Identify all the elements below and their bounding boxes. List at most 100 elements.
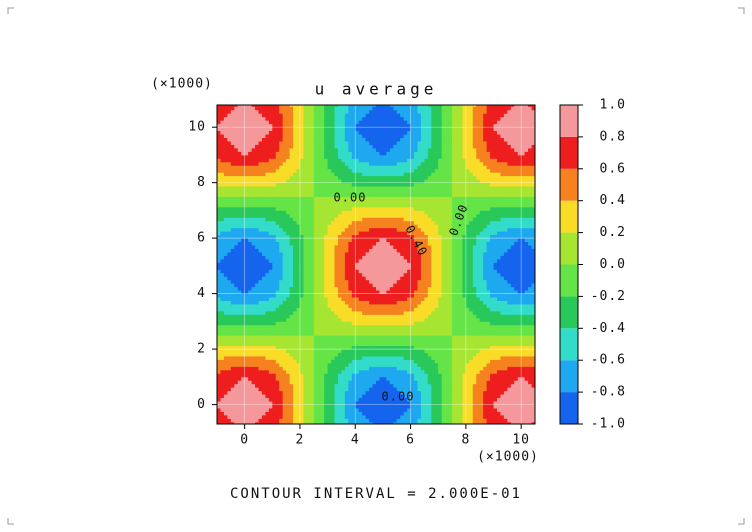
contour-cell [424,408,429,412]
contour-cell [452,418,456,423]
contour-cell [379,356,384,360]
contour-cell [382,404,387,409]
contour-cell [265,418,270,423]
contour-cell [327,307,332,312]
contour-cell [389,390,394,395]
contour-cell [244,383,249,388]
contour-cell [410,317,415,322]
contour-cell [535,377,539,381]
contour-cell [255,248,259,253]
contour-cell [531,307,535,312]
contour-cell [376,317,380,322]
contour-cell [438,272,443,277]
contour-cell [286,383,290,388]
contour-cell [262,429,266,433]
contour-cell [414,349,418,353]
contour-cell [486,297,491,301]
contour-cell [261,293,266,298]
contour-cell [220,248,225,253]
contour-cell [241,310,246,315]
contour-cell [262,425,266,429]
contour-cell [507,380,512,385]
contour-cell [327,245,332,249]
contour-cell [348,356,353,360]
contour-cell [483,269,488,274]
contour-cell [275,262,280,267]
contour-cell [448,404,453,409]
contour-cell [514,356,519,360]
contour-cell [545,360,549,364]
contour-cell [372,342,377,347]
contour-cell [337,262,342,267]
contour-cell [268,345,273,350]
contour-cell [341,290,346,295]
contour-cell [438,335,443,340]
contour-cell [414,369,418,374]
contour-cell [293,369,297,374]
contour-cell [365,283,370,288]
contour-cell [241,366,246,371]
contour-cell [344,314,349,319]
contour-cell [348,238,353,243]
contour-cell [317,262,322,267]
contour-cell [479,279,484,284]
contour-cell [517,397,522,402]
contour-cell [317,376,322,381]
contour-cell [289,248,294,253]
contour-cell [265,345,270,350]
contour-cell [296,255,301,260]
contour-cell [337,383,342,388]
contour-cell [344,328,349,333]
contour-cell [400,317,405,322]
contour-cell [479,401,484,405]
contour-cell [427,276,432,281]
contour-cell [438,369,443,374]
contour-cell [313,383,318,388]
contour-cell [500,304,505,308]
contour-cell [369,394,373,399]
contour-cell [255,241,259,246]
contour-cell [282,245,287,249]
contour-cell [496,387,501,392]
contour-cell [427,345,432,350]
contour-cell [472,414,477,419]
contour-cell [414,373,418,378]
contour-cell [234,376,239,381]
contour-cell [324,300,329,305]
contour-cell [403,342,408,347]
contour-cell [299,255,304,260]
contour-cell [293,248,297,253]
contour-cell [223,297,228,301]
contour-cell [434,352,439,357]
contour-cell [438,304,443,308]
contour-cell [320,408,325,412]
contour-cell [290,429,294,433]
contour-cell [327,276,332,281]
contour-cell [396,338,401,343]
contour-cell [542,405,546,409]
contour-cell [479,342,484,347]
contour-cell [369,338,373,343]
contour-cell [310,421,315,424]
contour-cell [327,383,332,388]
contour-cell [490,366,494,371]
contour-cell [479,383,484,388]
contour-cell [268,331,273,336]
contour-cell [476,408,481,412]
contour-cell [355,366,360,371]
contour-cell [310,425,314,429]
contour-cell [531,345,535,350]
contour-cell [365,335,370,340]
contour-cell [341,338,346,343]
contour-cell [487,425,491,429]
contour-cell [490,414,494,419]
contour-cell [469,338,474,343]
contour-cell [261,404,266,409]
contour-cell [306,238,311,243]
contour-cell [265,324,270,329]
contour-cell [369,317,373,322]
contour-cell [334,349,339,353]
contour-cell [462,418,467,423]
contour-cell [251,366,256,371]
contour-cell [386,338,391,343]
